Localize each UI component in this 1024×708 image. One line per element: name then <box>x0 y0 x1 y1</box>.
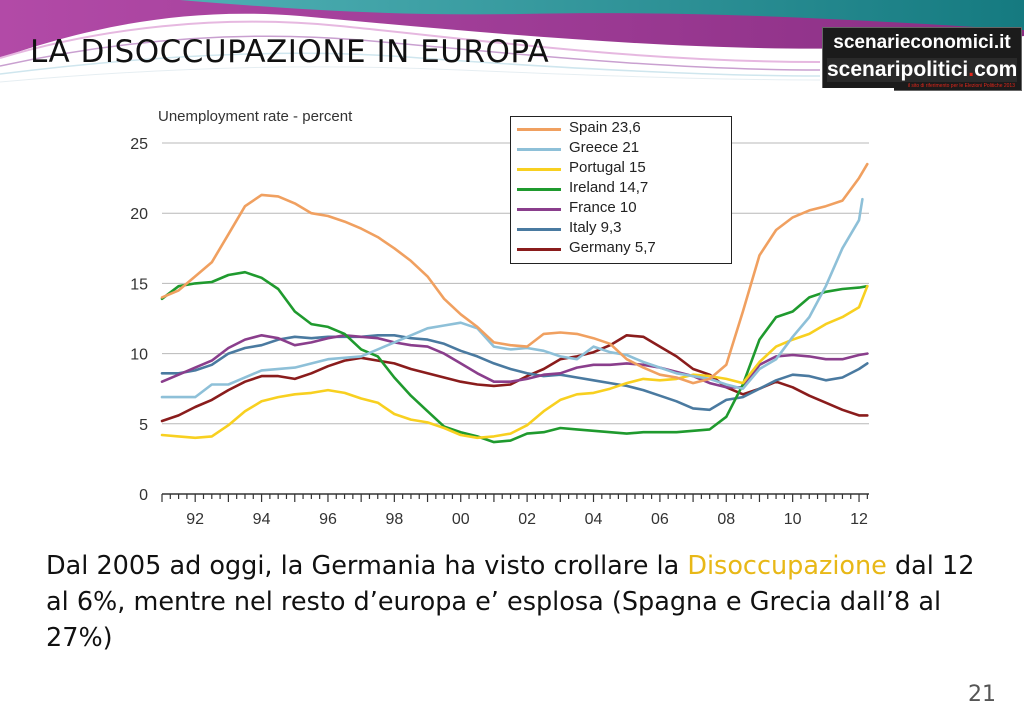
logo-tagline: il sito di riferimento per le Elezioni P… <box>907 83 1015 89</box>
site-logo: scenarieconomici.it scenaripolitici.com … <box>822 27 1022 91</box>
page-number: 21 <box>968 682 996 707</box>
legend-label-portugal: Portugal 15 <box>569 159 646 176</box>
chart-y-axis-label: Unemployment rate - percent <box>158 108 353 125</box>
x-tick-label: 12 <box>850 511 868 528</box>
caption-highlight: Disoccupazione <box>687 551 887 581</box>
x-tick-label: 96 <box>319 511 337 528</box>
y-tick-label: 20 <box>130 206 148 223</box>
unemployment-chart: 0 5 10 15 20 25 92 94 96 98 00 02 04 06 08 10 12 Unemplo… <box>102 88 894 538</box>
x-tick-label: 10 <box>784 511 802 528</box>
x-tick-label: 94 <box>253 511 271 528</box>
caption-part-1: Dal 2005 ad oggi, la Germania ha visto c… <box>46 551 688 581</box>
logo-line-scenarieconomici: scenarieconomici.it <box>833 32 1011 53</box>
caption-part-2: dal 12 al 6%, mentre nel resto d’europa … <box>46 551 975 653</box>
x-tick-label: 04 <box>585 511 603 528</box>
legend-label-spain: Spain 23,6 <box>569 119 641 136</box>
logo-text-a: scenaripolitici <box>827 58 969 81</box>
logo-text-b: com <box>974 58 1018 81</box>
x-tick-label: 00 <box>452 511 470 528</box>
legend-swatch-greece <box>517 148 561 151</box>
legend-label-germany: Germany 5,7 <box>569 239 656 256</box>
legend-label-greece: Greece 21 <box>569 139 640 156</box>
x-tick-label: 92 <box>186 511 204 528</box>
x-tick-label: 02 <box>518 511 536 528</box>
series-line-spain <box>160 162 869 385</box>
legend-swatch-spain <box>517 128 561 131</box>
x-tick-label: 98 <box>385 511 403 528</box>
legend-swatch-germany <box>517 248 561 251</box>
series-line-greece <box>160 197 864 399</box>
y-tick-label: 15 <box>130 276 148 293</box>
legend-swatch-italy <box>517 228 561 231</box>
x-tick-label: 08 <box>717 511 735 528</box>
chart-canvas: 0 5 10 15 20 25 92 94 96 98 00 02 04 06 08 10 12 <box>130 136 869 528</box>
slide-header-banner <box>0 0 1024 83</box>
legend-swatch-france <box>517 208 561 211</box>
series-line-france <box>160 334 869 389</box>
logo-line-scenaripolitici: scenaripolitici.com <box>827 58 1017 82</box>
y-tick-label: 10 <box>130 347 148 364</box>
legend-label-italy: Italy 9,3 <box>569 219 622 236</box>
chart-legend: Spain 23,6 Greece 21 Portugal 15 Ireland 14… <box>510 116 732 264</box>
series-line-portugal <box>160 284 869 440</box>
legend-swatch-ireland <box>517 188 561 191</box>
x-tick-label: 06 <box>651 511 669 528</box>
legend-label-ireland: Ireland 14,7 <box>569 179 649 196</box>
series-line-ireland <box>160 270 869 444</box>
slide-title: LA DISOCCUPAZIONE IN EUROPA <box>30 34 550 70</box>
y-tick-label: 25 <box>130 136 148 153</box>
legend-label-france: France 10 <box>569 199 637 216</box>
slide-caption: Dal 2005 ad oggi, la Germania ha visto c… <box>46 548 986 656</box>
y-tick-label: 5 <box>139 417 148 434</box>
y-tick-label: 0 <box>139 487 148 504</box>
legend-swatch-portugal <box>517 168 561 171</box>
logo-dot: . <box>968 58 975 81</box>
